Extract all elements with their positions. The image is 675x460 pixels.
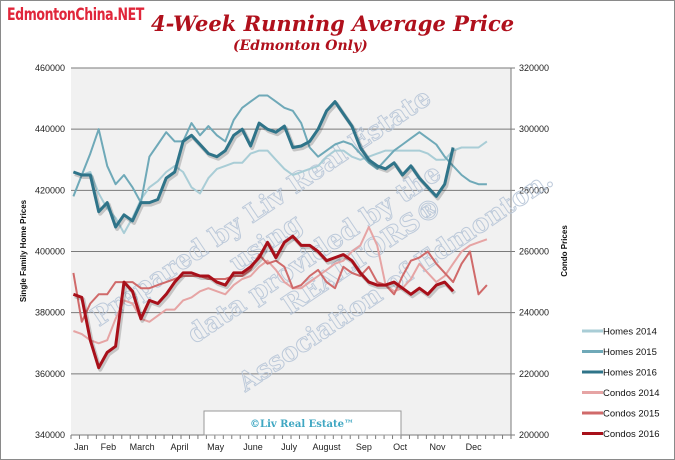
series-line-condos-2016 [72,234,455,370]
y2-tick-label: 260000 [519,247,549,257]
x-tick-label: Sep [356,442,372,452]
y2-tick-label: 320000 [519,63,549,73]
copyright-text: ©Liv Real Estate™ [250,419,354,430]
y-tick-label: 380000 [35,308,65,318]
legend-label: Condos 2014 [603,388,660,399]
chart-subtitle: (Edmonton Only) [233,38,368,54]
series-line-homes-2016 [72,100,455,229]
y-tick-label: 420000 [35,185,65,195]
legend-label: Homes 2014 [603,327,657,338]
x-tick-label: Nov [429,442,446,452]
y2-tick-label: 300000 [519,124,549,134]
y2-tick-label: 220000 [519,369,549,379]
y-tick-label: 340000 [35,430,65,440]
y2-tick-label: 240000 [519,308,549,318]
x-tick-label: Oct [393,442,408,452]
x-tick-label: Dec [466,442,483,452]
x-tick-label: July [281,442,298,452]
brand-logo: EdmontonChina.NET [7,5,144,25]
x-tick-label: May [207,442,225,452]
y2-axis-label: Condo Prices [560,225,569,277]
legend-label: Condos 2015 [603,409,660,420]
y2-tick-label: 200000 [519,430,549,440]
chart-title: 4-Week Running Average Price [151,11,515,36]
x-tick-label: June [243,442,263,452]
x-tick-label: March [130,442,155,452]
x-tick-label: August [313,442,342,452]
y-tick-label: 360000 [35,369,65,379]
y-tick-label: 460000 [35,63,65,73]
series-line-condos-2015 [72,250,488,323]
series-line-homes-2015 [72,94,487,204]
x-tick-label: Jan [74,442,89,452]
y-axis-label: Single Family Home Prices [19,199,28,302]
y-tick-label: 400000 [35,247,65,257]
legend-label: Homes 2016 [603,368,657,379]
x-tick-label: Feb [101,442,117,452]
legend-label: Condos 2016 [603,429,660,440]
y-tick-label: 440000 [35,124,65,134]
x-tick-label: April [170,442,188,452]
y2-tick-label: 280000 [519,185,549,195]
legend-label: Homes 2015 [603,347,657,358]
copyright-box [203,410,402,436]
